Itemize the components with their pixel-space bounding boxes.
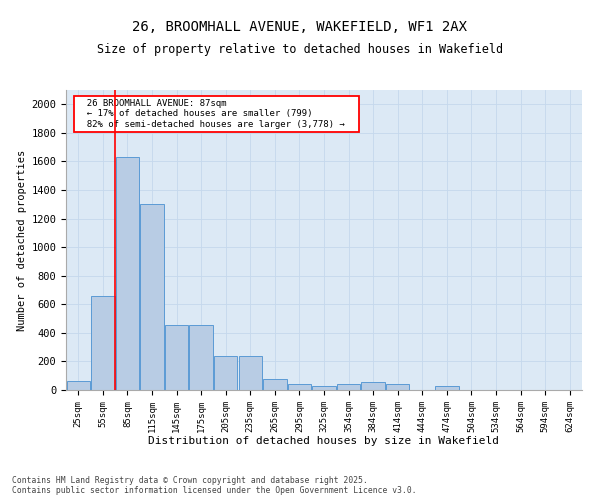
- Bar: [337, 384, 360, 390]
- Bar: [165, 325, 188, 390]
- Bar: [313, 386, 335, 390]
- Text: 26, BROOMHALL AVENUE, WAKEFIELD, WF1 2AX: 26, BROOMHALL AVENUE, WAKEFIELD, WF1 2AX: [133, 20, 467, 34]
- Bar: [91, 296, 115, 390]
- Bar: [67, 380, 90, 390]
- Bar: [116, 157, 139, 390]
- Text: Contains HM Land Registry data © Crown copyright and database right 2025.
Contai: Contains HM Land Registry data © Crown c…: [12, 476, 416, 495]
- Bar: [288, 384, 311, 390]
- Bar: [214, 356, 238, 390]
- Y-axis label: Number of detached properties: Number of detached properties: [17, 150, 27, 330]
- X-axis label: Distribution of detached houses by size in Wakefield: Distribution of detached houses by size …: [149, 436, 499, 446]
- Bar: [386, 384, 409, 390]
- Bar: [140, 204, 164, 390]
- Bar: [190, 325, 213, 390]
- Bar: [239, 356, 262, 390]
- Bar: [263, 380, 287, 390]
- Text: 26 BROOMHALL AVENUE: 87sqm
  ← 17% of detached houses are smaller (799)
  82% of: 26 BROOMHALL AVENUE: 87sqm ← 17% of deta…: [76, 99, 356, 129]
- Text: Size of property relative to detached houses in Wakefield: Size of property relative to detached ho…: [97, 42, 503, 56]
- Bar: [435, 386, 458, 390]
- Bar: [361, 382, 385, 390]
